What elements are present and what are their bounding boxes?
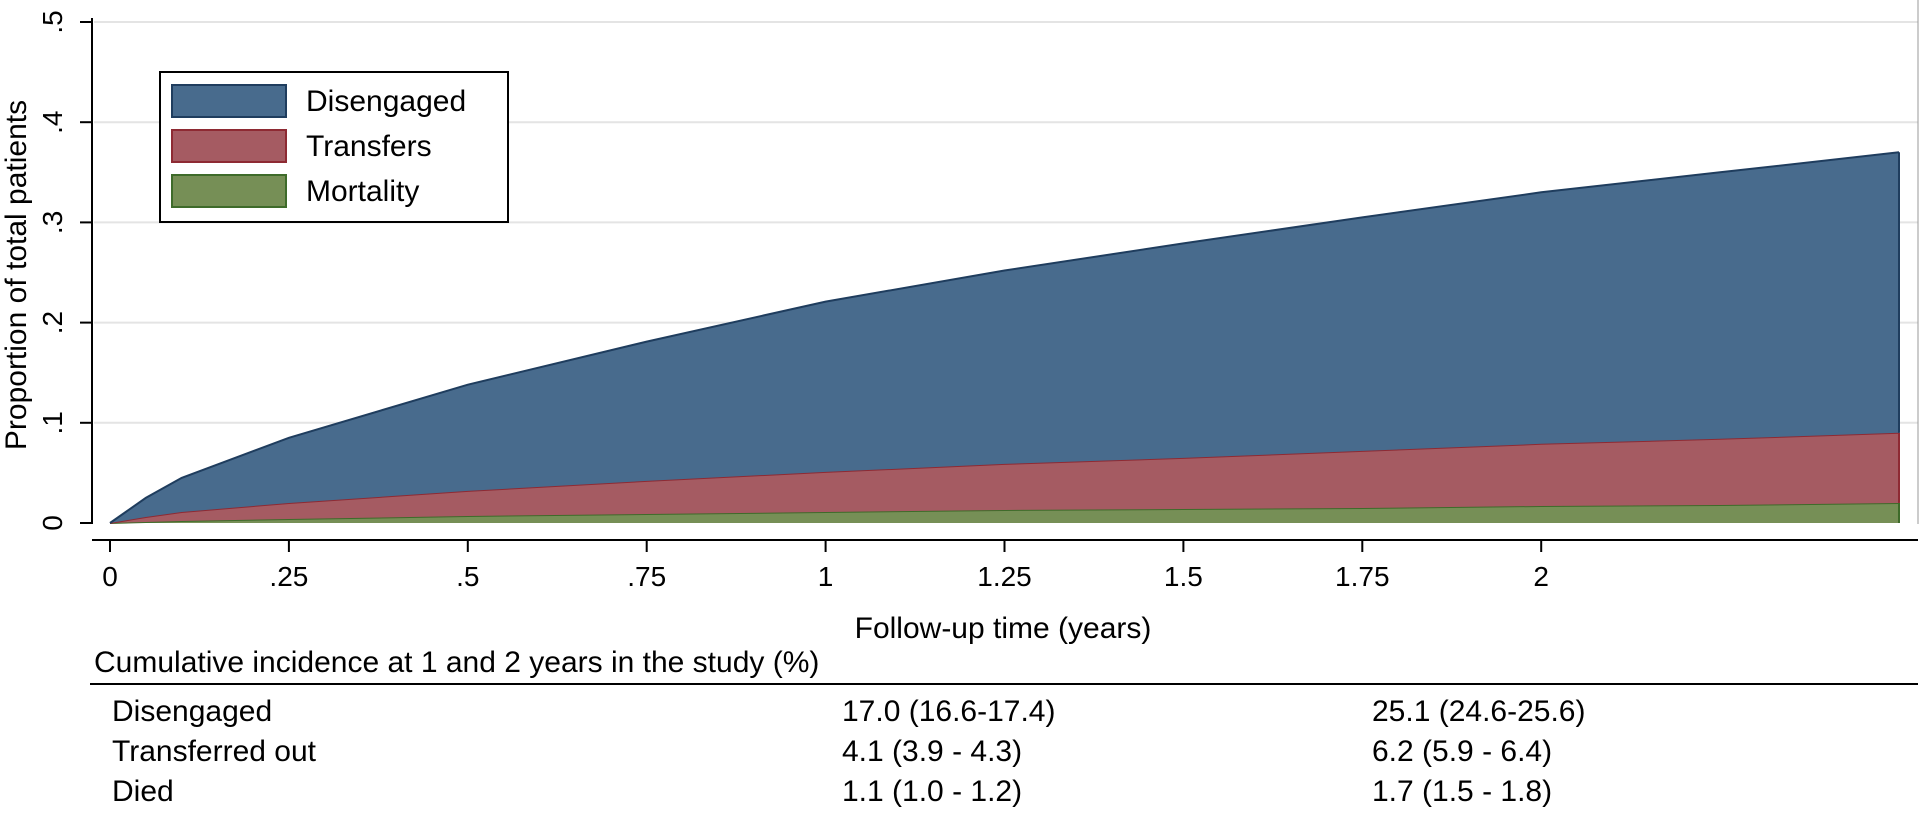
- y-ticks: 0 .1 .2 .3 .4 .5: [37, 10, 92, 531]
- legend: Disengaged Transfers Mortality: [159, 71, 509, 223]
- year1-value: 4.1 (3.9 - 4.3): [842, 735, 1023, 768]
- y-tick-label: .3: [37, 211, 68, 234]
- x-tick-label: .5: [456, 561, 479, 592]
- legend-label-disengaged: Disengaged: [306, 85, 466, 118]
- x-tick-label: 1.25: [977, 561, 1032, 592]
- cumulative-incidence-table: Cumulative incidence at 1 and 2 years in…: [0, 646, 1920, 817]
- x-tick-label: 1.75: [1335, 561, 1390, 592]
- row-label: Transferred out: [112, 735, 316, 768]
- year2-value: 1.7 (1.5 - 1.8): [1372, 775, 1553, 808]
- stacked-areas: [109, 151, 1900, 524]
- y-tick-label: .1: [37, 411, 68, 434]
- x-tick-label: .75: [627, 561, 666, 592]
- table-row-disengaged: Disengaged 17.0 (16.6-17.4) 25.1 (24.6-2…: [0, 692, 1920, 732]
- legend-label-mortality: Mortality: [306, 175, 419, 208]
- area-disengaged: [110, 152, 1899, 524]
- y-tick-label: 0: [37, 515, 68, 531]
- x-tick-label: 2: [1533, 561, 1549, 592]
- x-ticks: 0 .25 .5 .75 1 1.25 1.5 1.75 2: [102, 540, 1549, 592]
- legend-label-transfers: Transfers: [306, 130, 432, 163]
- y-tick-label: .2: [37, 311, 68, 334]
- legend-swatch-transfers: [171, 129, 287, 163]
- area-edge-disengaged: [109, 151, 1900, 524]
- x-tick-label: 1.5: [1164, 561, 1203, 592]
- chart: 0 .1 .2 .3 .4 .5 0 .25 .5 .75 1 1.25 1.5 1.75 2 Propo…: [0, 0, 1919, 645]
- area-transfers: [110, 432, 1899, 523]
- row-label: Died: [112, 775, 174, 808]
- y-axis-title: Proportion of total patients: [0, 100, 33, 450]
- table-title: Cumulative incidence at 1 and 2 years in…: [94, 646, 820, 679]
- year2-value: 25.1 (24.6-25.6): [1372, 695, 1586, 728]
- y-tick-label: .5: [37, 10, 68, 33]
- table-row-transferred-out: Transferred out 4.1 (3.9 - 4.3) 6.2 (5.9…: [0, 732, 1920, 772]
- legend-swatch-mortality: [171, 174, 287, 208]
- table-rule: [90, 683, 1918, 685]
- x-axis-title: Follow-up time (years): [855, 612, 1152, 645]
- legend-items: Disengaged Transfers Mortality: [171, 84, 466, 208]
- year2-value: 6.2 (5.9 - 6.4): [1372, 735, 1553, 768]
- y-tick-label: .4: [37, 111, 68, 134]
- table-row-died: Died 1.1 (1.0 - 1.2) 1.7 (1.5 - 1.8): [0, 772, 1920, 812]
- year1-value: 17.0 (16.6-17.4): [842, 695, 1056, 728]
- x-tick-label: .25: [269, 561, 308, 592]
- year1-value: 1.1 (1.0 - 1.2): [842, 775, 1023, 808]
- row-label: Disengaged: [112, 695, 273, 728]
- x-tick-label: 0: [102, 561, 118, 592]
- x-tick-label: 1: [818, 561, 834, 592]
- legend-swatch-disengaged: [171, 84, 287, 118]
